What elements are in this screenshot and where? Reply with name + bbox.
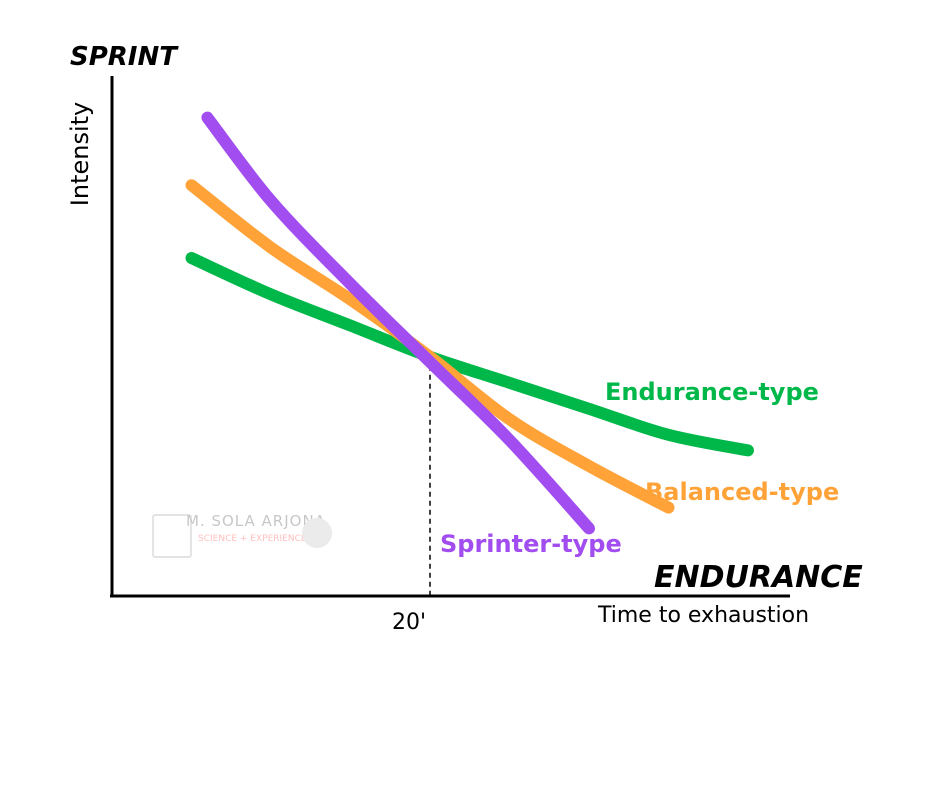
series-label-endurance: Endurance-type: [605, 378, 819, 406]
endurance-label: ENDURANCE: [654, 560, 863, 595]
watermark-tagline: SCIENCE + EXPERIENCE: [198, 534, 307, 544]
tick-label-20: 20': [392, 610, 427, 635]
y-axis-label: Intensity: [66, 101, 94, 207]
series-label-sprinter: Sprinter-type: [440, 530, 622, 558]
books-icon: [152, 514, 192, 558]
x-axis-label: Time to exhaustion: [598, 603, 810, 628]
series-label-balanced: Balanced-type: [645, 478, 840, 506]
watermark-logo: M. SOLA ARJONA SCIENCE + EXPERIENCE: [152, 510, 342, 558]
sprint-label: SPRINT: [70, 42, 177, 72]
watermark-name: M. SOLA ARJONA: [186, 512, 326, 530]
monogram-icon: [302, 518, 332, 548]
series-line-sprinter-type: [201, 111, 595, 535]
series-line-endurance-type: [185, 252, 754, 457]
